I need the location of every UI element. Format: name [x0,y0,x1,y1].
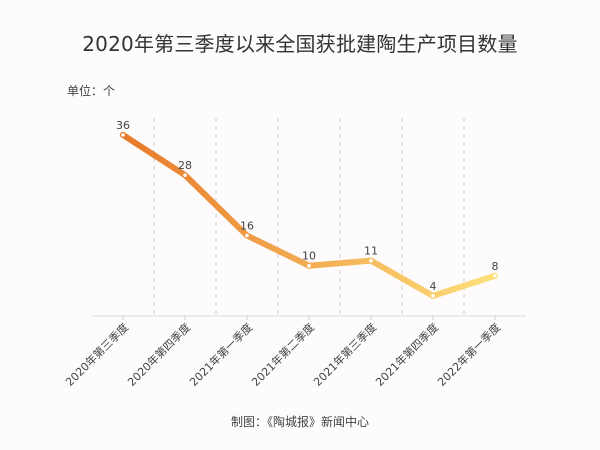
x-axis-label: 2020年第三季度 [63,320,132,389]
chart-footer-credit: 制图：《陶城报》新闻中心 [230,415,369,429]
x-axis-labels: 2020年第三季度2020年第四季度2021年第一季度2021年第二季度2021… [63,320,504,389]
data-point [368,257,375,264]
x-axis-label: 2020年第四季度 [125,320,194,389]
data-point [306,262,313,269]
data-label: 11 [364,245,378,258]
data-labels: 36 28 16 10 11 4 8 [116,119,499,293]
x-axis-label: 2021年第三季度 [311,320,380,389]
grid-lines [153,118,465,316]
x-axis-label: 2022年第一季度 [435,320,504,389]
data-label: 4 [430,280,437,293]
data-point [182,172,189,179]
x-axis-label: 2021年第四季度 [373,320,442,389]
data-point [492,272,499,279]
x-axis-ticks [122,316,496,320]
data-points [119,131,499,299]
data-point [119,131,126,138]
data-point [430,292,437,299]
x-axis-label: 2021年第二季度 [249,320,318,389]
chart-title: 2020年第三季度以来全国获批建陶生产项目数量 [82,32,518,56]
data-label: 28 [178,159,192,172]
data-label: 10 [302,250,316,263]
data-point [244,232,251,239]
x-axis-label: 2021年第一季度 [187,320,256,389]
unit-label: 单位：个 [67,84,116,98]
data-label: 36 [116,119,130,132]
data-label: 8 [492,260,499,273]
data-label: 16 [240,220,254,233]
